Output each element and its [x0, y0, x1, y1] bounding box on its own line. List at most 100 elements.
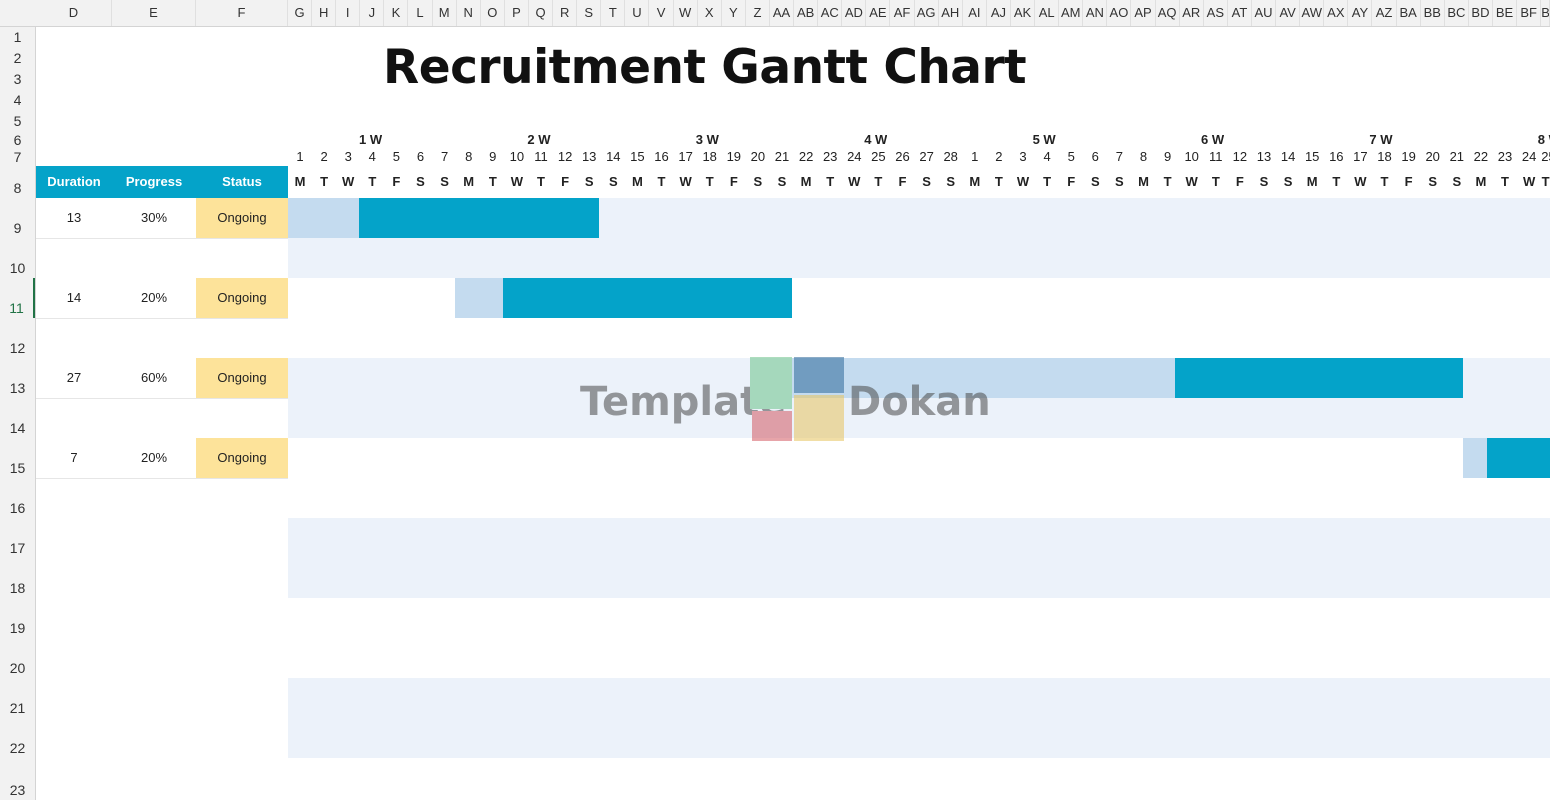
row-number[interactable]: 4 — [13, 92, 22, 108]
row-number[interactable]: 19 — [9, 620, 26, 636]
column-letter[interactable]: L — [409, 0, 433, 26]
column-letter[interactable]: AN — [1083, 0, 1108, 26]
row-number[interactable]: 22 — [9, 740, 26, 756]
column-letter[interactable]: AT — [1228, 0, 1252, 26]
column-letter[interactable]: D — [36, 0, 112, 26]
header-progress[interactable]: Progress — [112, 166, 196, 198]
row-number[interactable]: 16 — [9, 500, 26, 516]
row-number[interactable]: 23 — [9, 782, 26, 798]
column-letter[interactable]: AJ — [987, 0, 1011, 26]
row-number[interactable]: 11 — [0, 278, 35, 318]
column-letter[interactable]: N — [457, 0, 481, 26]
column-letter[interactable]: AE — [866, 0, 891, 26]
column-letter[interactable]: AB — [794, 0, 819, 26]
duration-cell[interactable]: 27 — [66, 370, 82, 385]
column-letter[interactable]: AK — [1011, 0, 1036, 26]
column-letter[interactable]: AL — [1035, 0, 1060, 26]
row-number[interactable]: 7 — [13, 149, 22, 165]
calendar-weekday-letter: W — [1185, 174, 1198, 189]
row-number[interactable]: 6 — [13, 132, 22, 148]
row-number[interactable]: 14 — [9, 420, 26, 436]
column-letter[interactable]: Q — [529, 0, 554, 26]
progress-cell[interactable]: 20% — [140, 290, 168, 305]
column-letter[interactable]: BA — [1397, 0, 1421, 26]
column-letter[interactable]: AR — [1180, 0, 1204, 26]
column-letter[interactable]: E — [112, 0, 196, 26]
calendar-day-header — [288, 166, 1550, 198]
row-number[interactable]: 3 — [13, 71, 22, 87]
row-number[interactable]: 5 — [13, 113, 22, 129]
row-number[interactable]: 15 — [9, 460, 26, 476]
status-badge[interactable]: Ongoing — [196, 358, 288, 398]
column-letter[interactable]: BB — [1421, 0, 1445, 26]
row-number[interactable]: 9 — [13, 220, 22, 236]
column-letter[interactable]: BC — [1445, 0, 1469, 26]
watermark-logo-red — [752, 411, 792, 441]
row-number[interactable]: 8 — [13, 180, 22, 196]
column-letter[interactable]: BE — [1493, 0, 1518, 26]
column-letter[interactable]: BG — [1541, 0, 1550, 26]
column-letter[interactable]: Z — [746, 0, 770, 26]
column-letter[interactable]: J — [360, 0, 385, 26]
duration-cell[interactable]: 13 — [66, 210, 82, 225]
row-number[interactable]: 18 — [9, 580, 26, 596]
header-duration[interactable]: Duration — [36, 166, 112, 198]
column-letter[interactable]: Y — [722, 0, 746, 26]
column-letter[interactable]: O — [481, 0, 505, 26]
column-letter[interactable]: AU — [1252, 0, 1277, 26]
row-number[interactable]: 13 — [9, 380, 26, 396]
column-letter[interactable]: AP — [1132, 0, 1156, 26]
column-letter[interactable]: AO — [1107, 0, 1132, 26]
progress-cell[interactable]: 30% — [140, 210, 168, 225]
column-letter[interactable]: S — [577, 0, 602, 26]
column-letter[interactable]: AX — [1324, 0, 1349, 26]
row-number[interactable]: 2 — [13, 50, 22, 66]
progress-cell[interactable]: 60% — [140, 370, 168, 385]
calendar-day-number: 21 — [1449, 149, 1465, 164]
duration-cell[interactable]: 7 — [70, 450, 78, 465]
column-letter[interactable]: T — [601, 0, 626, 26]
column-letter[interactable]: AZ — [1373, 0, 1397, 26]
column-letter[interactable]: M — [433, 0, 457, 26]
status-badge[interactable]: Ongoing — [196, 198, 288, 238]
column-letter[interactable]: H — [312, 0, 337, 26]
column-letter[interactable]: K — [384, 0, 409, 26]
status-badge[interactable]: Ongoing — [196, 438, 288, 478]
column-letter[interactable]: BD — [1469, 0, 1493, 26]
column-letter[interactable]: U — [625, 0, 650, 26]
duration-cell[interactable]: 14 — [66, 290, 82, 305]
row-number[interactable]: 1 — [13, 29, 22, 45]
column-letter[interactable]: AV — [1276, 0, 1301, 26]
column-letter[interactable]: AY — [1348, 0, 1373, 26]
row-number[interactable]: 17 — [9, 540, 26, 556]
row-number[interactable]: 12 — [9, 340, 26, 356]
column-letter[interactable]: AH — [939, 0, 963, 26]
column-letter[interactable]: AC — [818, 0, 843, 26]
column-letter[interactable]: AM — [1059, 0, 1084, 26]
calendar-weekday-letter: T — [994, 174, 1003, 189]
column-letter[interactable]: R — [553, 0, 578, 26]
column-letter[interactable]: AW — [1300, 0, 1325, 26]
row-number[interactable]: 21 — [9, 700, 26, 716]
row-band — [288, 678, 1550, 758]
column-letter[interactable]: AS — [1204, 0, 1228, 26]
column-letter[interactable]: AQ — [1156, 0, 1180, 26]
column-letter[interactable]: I — [336, 0, 361, 26]
column-letter[interactable]: G — [288, 0, 313, 26]
column-letter[interactable]: AG — [915, 0, 939, 26]
header-status[interactable]: Status — [196, 166, 288, 198]
progress-cell[interactable]: 20% — [140, 450, 168, 465]
status-badge[interactable]: Ongoing — [196, 278, 288, 318]
column-letter[interactable]: AF — [891, 0, 915, 26]
row-number[interactable]: 20 — [9, 660, 26, 676]
column-letter[interactable]: AD — [842, 0, 867, 26]
column-letter[interactable]: X — [698, 0, 722, 26]
column-letter[interactable]: AA — [770, 0, 795, 26]
column-letter[interactable]: W — [674, 0, 698, 26]
column-letter[interactable]: BF — [1517, 0, 1542, 26]
column-letter[interactable]: F — [196, 0, 288, 26]
row-number[interactable]: 10 — [9, 260, 26, 276]
column-letter[interactable]: AI — [963, 0, 987, 26]
column-letter[interactable]: P — [505, 0, 529, 26]
column-letter[interactable]: V — [650, 0, 674, 26]
